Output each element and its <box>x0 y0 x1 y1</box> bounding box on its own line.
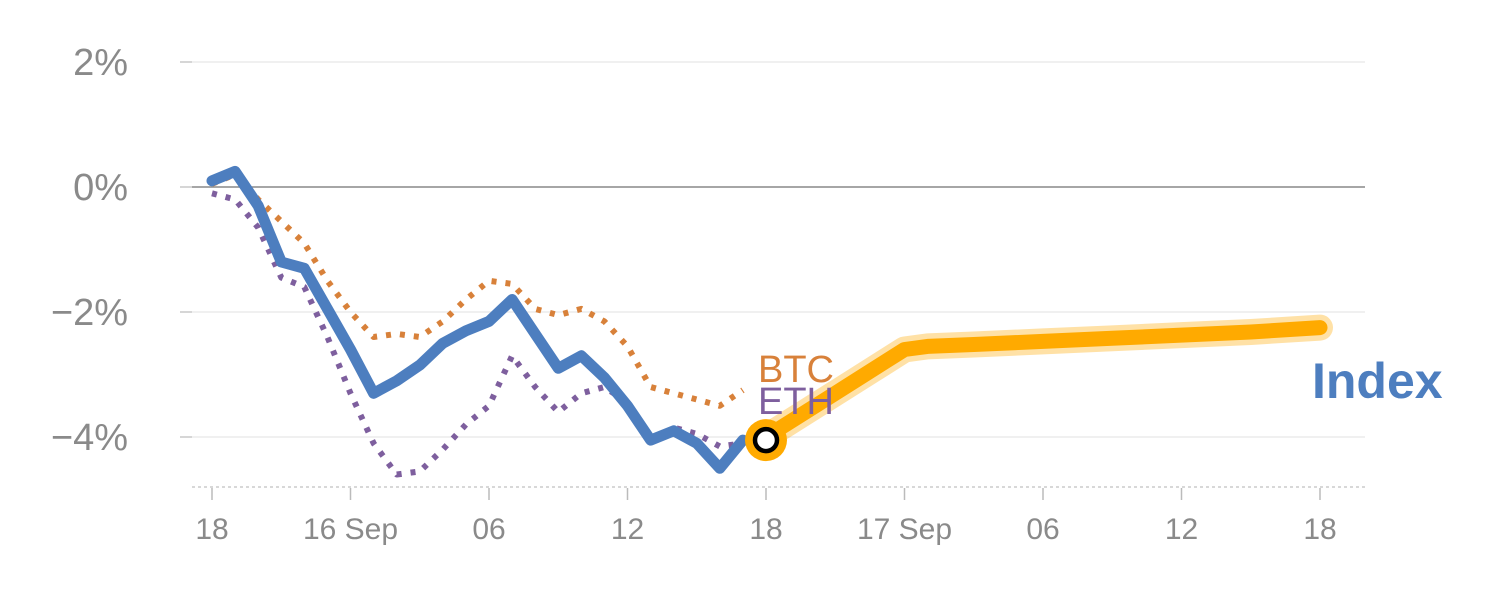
btc-label: BTC <box>758 349 834 391</box>
y-tick-label: 0% <box>73 167 128 209</box>
btc-series-line <box>210 171 745 409</box>
y-tick-label: −4% <box>51 417 128 459</box>
x-tick-label: 06 <box>472 513 505 546</box>
eth-label: ETH <box>758 381 834 423</box>
current-point-marker <box>752 426 780 454</box>
index-label: Index <box>1312 353 1443 409</box>
x-tick-label: 12 <box>1165 513 1198 546</box>
x-tick-label: 12 <box>611 513 644 546</box>
forecast-series-line <box>758 320 1328 445</box>
x-tick-label: 17 Sep <box>857 513 952 546</box>
y-tick-label: −2% <box>51 292 128 334</box>
x-tick-label: 18 <box>749 513 782 546</box>
x-tick-label: 06 <box>1026 513 1059 546</box>
index-series-line <box>206 165 749 474</box>
x-tick-label: 16 Sep <box>303 513 398 546</box>
x-tick-label: 18 <box>1303 513 1336 546</box>
y-tick-label: 2% <box>73 42 128 84</box>
x-tick-label: 18 <box>195 513 228 546</box>
